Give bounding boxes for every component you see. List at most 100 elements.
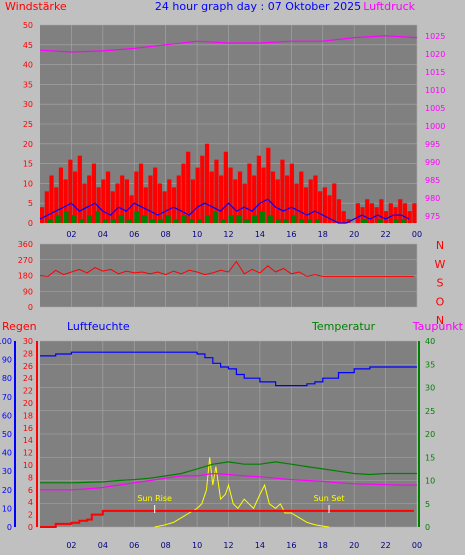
wind-avg-line (39, 198, 410, 224)
wind-gust-bar (171, 187, 177, 223)
wind-gust-bar (336, 199, 342, 223)
pressure-y-axis: 975 980 985 990 995 1000 1005 1010 1015 1020 1025 (425, 32, 445, 221)
climate-grid (40, 340, 418, 528)
wind-gust-bar (153, 167, 158, 223)
wind-gust-bar (40, 207, 45, 223)
wind-gust-bar (115, 183, 120, 223)
wind-gust-bar (270, 171, 276, 223)
wind-avg-bar (149, 219, 155, 223)
rain-tick-label: 24 (23, 374, 33, 383)
humidity-axis-title: Luftfeuchte (67, 320, 130, 333)
wind-gust-bar (157, 183, 163, 223)
wind-x-tick-label: 22 (380, 230, 390, 239)
wind-avg-bar (71, 215, 77, 223)
climate-x-tick-label: 22 (380, 541, 390, 550)
wind-avg-bar (181, 215, 187, 223)
wind-gust-bar (49, 175, 54, 223)
direction-y-axis: 0 90 180 270 360 (18, 240, 33, 312)
wind-gust-bar (54, 187, 59, 223)
wind-tick-label: 30 (23, 100, 33, 109)
wind-gust-bar (237, 171, 243, 223)
rain-tick-label: 16 (23, 424, 33, 433)
temperature-tick-label: 40 (425, 337, 435, 346)
wind-gust-bar (280, 159, 285, 223)
wind-gust-bar (87, 175, 92, 223)
rain-line (40, 509, 414, 528)
wind-gust-bar (412, 203, 417, 223)
wind-gust-bar (77, 155, 82, 223)
compass-label: S (437, 277, 444, 290)
wind-gust-bar (346, 219, 351, 223)
wind-avg-bar (189, 219, 195, 223)
direction-grid (40, 243, 418, 308)
wind-gust-bar (365, 199, 370, 223)
rain-tick-label: 30 (23, 337, 33, 346)
temperature-line (40, 461, 417, 484)
temperature-tick-label: 10 (425, 477, 435, 486)
wind-gust-bar (261, 167, 266, 223)
wind-gust-bar (82, 183, 87, 223)
wind-gust-bar (105, 171, 111, 223)
wind-gust-bar (256, 155, 261, 223)
wind-gust-bar (285, 175, 290, 223)
wind-gust-bar (148, 175, 153, 223)
wind-series (39, 35, 418, 224)
direction-tick-label: 0 (28, 303, 33, 312)
wind-avg-bar (157, 219, 163, 223)
wind-tick-label: 10 (23, 179, 33, 188)
wind-gust-bar (355, 203, 360, 223)
wind-gust-bar (318, 191, 323, 223)
rain-tick-label: 26 (23, 362, 33, 371)
wind-gust-bar (402, 203, 408, 223)
wind-gust-bar (341, 211, 346, 223)
pressure-tick-label: 1005 (425, 104, 445, 113)
wind-x-tick-label: 20 (349, 230, 359, 239)
wind-avg-bar (212, 211, 218, 223)
climate-x-tick-label: 14 (255, 541, 265, 550)
wind-gust-bar (204, 143, 210, 223)
climate-x-tick-label: 16 (286, 541, 296, 550)
wind-tick-label: 20 (23, 140, 33, 149)
pressure-tick-label: 985 (425, 176, 440, 185)
pressure-tick-label: 1010 (425, 86, 445, 95)
humidity-tick-label: 60 (2, 411, 12, 420)
wind-avg-bar (307, 219, 313, 223)
wind-avg-bar (94, 211, 100, 223)
wind-gust-bar (219, 175, 224, 223)
wind-gust-bar (398, 199, 403, 223)
pressure-tick-label: 1000 (425, 122, 445, 131)
humidity-y-axis: 0 10 20 30 40 50 60 70 80 90 100 (0, 337, 16, 532)
wind-avg-bar (110, 219, 116, 223)
wind-avg-bar (393, 219, 399, 223)
rain-tick-label: 0 (28, 523, 33, 532)
wind-gust-bar (242, 183, 247, 223)
wind-avg-bar (267, 215, 273, 223)
direction-tick-label: 270 (18, 256, 33, 265)
temperature-tick-label: 25 (425, 407, 435, 416)
wind-gust-bar (322, 187, 327, 223)
rain-tick-label: 20 (23, 399, 33, 408)
wind-avg-bar (283, 219, 289, 223)
temperature-tick-label: 35 (425, 360, 435, 369)
rain-tick-label: 10 (23, 461, 33, 470)
wind-gust-bar (134, 171, 139, 223)
humidity-tick-label: 10 (2, 504, 12, 513)
temperature-tick-label: 5 (425, 500, 430, 509)
wind-gust-bar (120, 175, 125, 223)
compass-label: O (436, 295, 445, 308)
direction-tick-label: 180 (18, 272, 33, 281)
wind-x-axis: 02 04 06 08 10 12 14 16 18 20 22 00 (66, 230, 422, 239)
wind-x-tick-label: 06 (129, 230, 139, 239)
rain-tick-label: 28 (23, 349, 33, 358)
solar-line (154, 457, 330, 528)
humidity-tick-label: 70 (2, 393, 12, 402)
wind-gust-bar (303, 187, 309, 223)
rain-tick-label: 18 (23, 411, 33, 420)
wind-gust-bar (101, 179, 106, 223)
temperature-axis-title: Temperatur (311, 320, 376, 333)
wind-avg-bar (401, 219, 407, 223)
wind-gust-bar (214, 159, 219, 223)
humidity-tick-label: 90 (2, 356, 12, 365)
climate-x-axis: 02 04 06 08 10 12 14 16 18 20 22 00 (66, 541, 422, 550)
